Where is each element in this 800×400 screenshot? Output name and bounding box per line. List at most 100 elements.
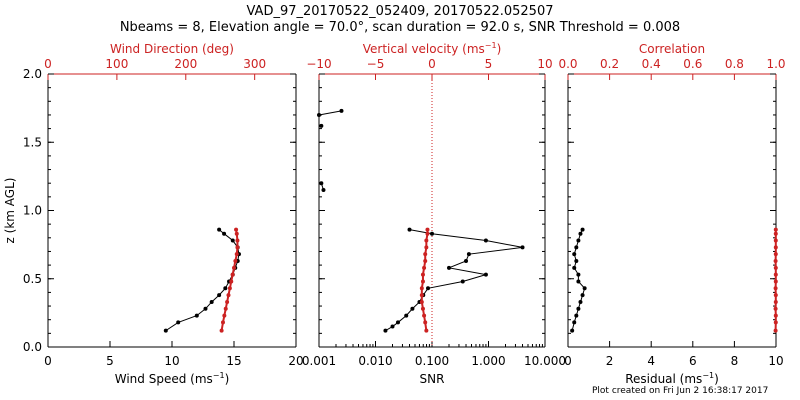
- data-point-red: [219, 328, 224, 333]
- series-line-red: [220, 229, 239, 331]
- plot-subtitle: Nbeams = 8, Elevation angle = 70.0°, sca…: [119, 20, 681, 35]
- y-axis-label: z (km AGL): [3, 178, 17, 244]
- top-tick-label: 0: [44, 57, 52, 71]
- data-point-red: [773, 299, 778, 304]
- data-point-red: [773, 293, 778, 298]
- top-tick-label: 0.2: [600, 57, 619, 71]
- data-point-black: [576, 272, 581, 277]
- bottom-tick-label: 8: [731, 354, 739, 368]
- data-point-red: [773, 328, 778, 333]
- data-point-black: [410, 306, 415, 311]
- bottom-tick-label: 10: [768, 354, 783, 368]
- panel-residual: 0 2 4 6 8 10 Residual (ms−1) 0.0 0.2 0.4 0.6 0.8 1.0…: [558, 42, 785, 386]
- data-point-black: [230, 238, 235, 243]
- data-point-black: [578, 299, 583, 304]
- data-point-red: [235, 238, 240, 243]
- data-point-black: [426, 286, 431, 291]
- data-point-black: [574, 313, 579, 318]
- data-point-red: [773, 231, 778, 236]
- data-point-red: [425, 231, 430, 236]
- top-tick-label: 0.6: [683, 57, 702, 71]
- top-tick-label: 0.0: [558, 57, 577, 71]
- data-point-red: [420, 306, 425, 311]
- data-point-red: [773, 259, 778, 264]
- data-point-black: [222, 231, 227, 236]
- data-point-red: [234, 252, 239, 257]
- data-point-black: [574, 245, 579, 250]
- data-point-red: [423, 252, 428, 257]
- data-point-black: [570, 328, 575, 333]
- top-tick-label: 10: [537, 57, 552, 71]
- data-point-black: [520, 245, 525, 250]
- plot-title: VAD_97_20170522_052409, 20170522.052507: [246, 4, 554, 19]
- data-point-red: [420, 279, 425, 284]
- top-tick-label: 0: [428, 57, 436, 71]
- data-point-red: [233, 259, 238, 264]
- data-point-red: [419, 299, 424, 304]
- data-point-black: [582, 286, 587, 291]
- data-point-red: [230, 272, 235, 277]
- data-point-black: [319, 181, 324, 186]
- data-point-black: [483, 238, 488, 243]
- data-point-black: [483, 272, 488, 277]
- data-point-red: [773, 306, 778, 311]
- bottom-axis-label: Wind Speed (ms−1): [115, 371, 230, 386]
- bottom-tick-label: 10: [164, 354, 179, 368]
- bottom-tick-label: 4: [647, 354, 655, 368]
- top-tick-label: 5: [485, 57, 493, 71]
- data-point-black: [574, 259, 579, 264]
- data-point-red: [773, 272, 778, 277]
- data-point-black: [317, 112, 321, 117]
- data-point-black: [339, 108, 344, 113]
- data-point-red: [424, 238, 429, 243]
- data-point-red: [773, 227, 778, 232]
- data-point-red: [773, 313, 778, 318]
- data-point-red: [423, 320, 428, 325]
- data-point-red: [223, 306, 228, 311]
- data-point-red: [226, 293, 231, 298]
- top-tick-label: 0.8: [725, 57, 744, 71]
- data-point-black: [572, 265, 577, 270]
- data-point-black: [319, 123, 324, 128]
- bottom-tick-label: 0: [44, 354, 52, 368]
- top-axis-label: Wind Direction (deg): [110, 42, 234, 56]
- data-point-black: [464, 259, 469, 264]
- data-point-black: [576, 279, 581, 284]
- data-point-black: [572, 252, 577, 257]
- data-point-red: [773, 245, 778, 250]
- bottom-tick-label: 0.010: [358, 354, 392, 368]
- data-point-red: [422, 313, 427, 318]
- data-point-red: [773, 320, 778, 325]
- bottom-tick-label: 5: [106, 354, 114, 368]
- data-point-red: [235, 245, 240, 250]
- data-point-black: [217, 293, 222, 298]
- data-point-red: [773, 238, 778, 243]
- series-line-black: [318, 110, 342, 116]
- bottom-tick-label: 0: [564, 354, 572, 368]
- plot-created-footer: Plot created on Fri Jun 2 16:38:17 2017: [592, 386, 769, 396]
- data-point-black: [383, 328, 388, 333]
- data-point-red: [425, 227, 430, 232]
- top-tick-label: 100: [105, 57, 128, 71]
- bottom-tick-label: 1.000: [471, 354, 505, 368]
- bottom-tick-label: 10.000: [524, 354, 566, 368]
- top-axis-label: Vertical velocity (ms−1): [363, 41, 502, 56]
- data-point-red: [225, 299, 230, 304]
- bottom-axis-label: Residual (ms−1): [625, 371, 719, 386]
- top-axis-label: Correlation: [639, 42, 705, 56]
- data-point-red: [229, 279, 234, 284]
- data-point-black: [460, 279, 465, 284]
- data-point-black: [447, 265, 452, 270]
- data-point-black: [576, 306, 581, 311]
- data-point-red: [773, 279, 778, 284]
- data-point-red: [419, 286, 424, 291]
- data-point-red: [232, 265, 236, 270]
- data-point-black: [203, 306, 208, 311]
- data-point-red: [424, 328, 429, 333]
- bottom-tick-label: 0.100: [415, 354, 449, 368]
- data-point-black: [176, 320, 181, 325]
- y-tick-label: 1.0: [23, 204, 42, 218]
- data-point-black: [321, 188, 326, 193]
